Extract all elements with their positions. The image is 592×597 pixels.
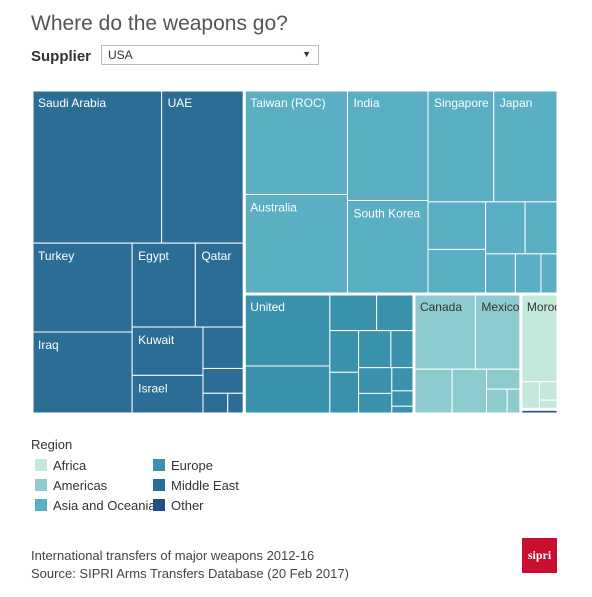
treemap-tile-label: Singapore: [434, 96, 489, 110]
legend-label: Europe: [171, 458, 213, 473]
treemap-tile[interactable]: [524, 201, 558, 255]
treemap-tile-label: South Korea: [353, 207, 420, 221]
treemap-tile[interactable]: [358, 392, 393, 414]
treemap-tile-label: Turkey: [38, 249, 74, 263]
legend-swatch: [153, 459, 165, 471]
treemap-tile[interactable]: [427, 201, 487, 250]
treemap-tile[interactable]: [202, 367, 245, 394]
treemap-tile[interactable]: [346, 90, 429, 201]
treemap-tile[interactable]: [391, 390, 415, 407]
legend-label: Middle East: [171, 478, 239, 493]
treemap-tile-label: Iraq: [38, 338, 59, 352]
treemap-tile[interactable]: [346, 200, 429, 295]
treemap-tile[interactable]: [486, 368, 522, 390]
legend-swatch: [153, 479, 165, 491]
treemap-tile[interactable]: [391, 367, 415, 392]
treemap-tile[interactable]: [451, 368, 488, 414]
treemap-tile[interactable]: [538, 381, 558, 401]
sipri-logo: sipri: [522, 538, 557, 573]
treemap-tile[interactable]: [485, 201, 526, 255]
supplier-label: Supplier: [31, 48, 92, 65]
footer-source: Source: SIPRI Arms Transfers Database (2…: [31, 566, 349, 581]
treemap-tile-label: Israel: [138, 381, 167, 395]
treemap-tile[interactable]: [506, 388, 522, 414]
treemap-tile[interactable]: [161, 90, 245, 244]
treemap-tile-label: Australia: [250, 200, 297, 214]
treemap-tile[interactable]: [427, 248, 487, 295]
treemap-tile[interactable]: [227, 392, 245, 414]
treemap-tile[interactable]: [329, 330, 360, 373]
treemap-tile-label: Kuwait: [138, 333, 175, 347]
legend-swatch: [35, 499, 47, 511]
treemap-tile[interactable]: [520, 381, 540, 410]
legend-title: Region: [31, 437, 73, 452]
treemap-tile[interactable]: [32, 331, 133, 414]
treemap-tile-label: Canada: [420, 300, 462, 314]
chevron-down-icon[interactable]: ▼: [302, 49, 311, 59]
treemap-tile-label: United: [250, 300, 285, 314]
treemap-tile[interactable]: [202, 392, 229, 414]
legend-swatch: [153, 499, 165, 511]
treemap-tile[interactable]: [358, 367, 393, 394]
supplier-selected-value: USA: [108, 48, 133, 62]
treemap-tile[interactable]: [329, 293, 378, 332]
treemap-tile[interactable]: [486, 388, 508, 414]
treemap-tile[interactable]: [390, 330, 415, 369]
treemap-tile[interactable]: [514, 253, 542, 295]
legend-label: Asia and Oceania: [53, 498, 156, 513]
legend-label: Other: [171, 498, 204, 513]
treemap-tile[interactable]: [376, 293, 415, 332]
treemap-tile-label: Taiwan (ROC): [250, 96, 325, 110]
treemap-tile[interactable]: [540, 253, 558, 295]
treemap-tile[interactable]: [32, 242, 133, 333]
treemap-tile-label: Saudi Arabia: [38, 96, 106, 110]
treemap-tile[interactable]: [202, 326, 245, 369]
treemap-tile-label: Morocco: [527, 300, 558, 314]
treemap-tile[interactable]: [358, 330, 392, 369]
legend-swatch: [35, 479, 47, 491]
treemap-tile-label: Egypt: [138, 249, 169, 263]
page-title: Where do the weapons go?: [31, 12, 288, 35]
treemap-tile[interactable]: [329, 371, 360, 414]
supplier-dropdown[interactable]: USA ▼: [101, 45, 319, 65]
treemap-tile-label: UAE: [168, 96, 193, 110]
treemap-tile-label: Qatar: [201, 249, 231, 263]
treemap-tile[interactable]: [194, 242, 245, 328]
treemap-tile-label: India: [353, 96, 379, 110]
legend-label: Africa: [53, 458, 87, 473]
treemap-tile[interactable]: [243, 193, 348, 295]
treemap-tile[interactable]: [485, 253, 516, 295]
footer-caption: International transfers of major weapons…: [31, 548, 315, 563]
treemap-tile[interactable]: [131, 326, 204, 376]
treemap-tile[interactable]: [413, 368, 453, 414]
treemap-tile[interactable]: [243, 293, 331, 367]
treemap-tile-label: Japan: [500, 96, 533, 110]
treemap-tile[interactable]: [32, 90, 163, 244]
treemap-chart: Saudi Arabia UAE Turkey Iraq Egypt Qatar Kuwai…: [32, 90, 558, 414]
legend-swatch: [35, 459, 47, 471]
treemap-tile[interactable]: [413, 293, 476, 370]
treemap-tile[interactable]: [474, 293, 522, 370]
legend-label: Americas: [53, 478, 108, 493]
treemap-tile[interactable]: [243, 365, 331, 414]
treemap-tile-label: Mexico: [481, 300, 519, 314]
